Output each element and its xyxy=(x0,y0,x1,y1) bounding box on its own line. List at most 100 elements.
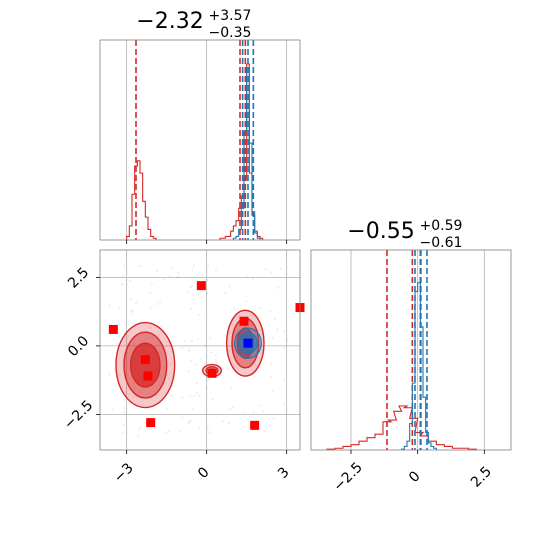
sample-point xyxy=(149,291,152,294)
sample-point xyxy=(207,264,210,267)
sample-point xyxy=(155,394,158,397)
sample-point xyxy=(138,428,141,431)
sample-point xyxy=(221,420,224,423)
prior-contour xyxy=(129,342,161,388)
sample-point xyxy=(283,346,286,349)
sample-point xyxy=(205,291,208,294)
sample-point xyxy=(163,278,166,281)
sample-marker xyxy=(108,324,118,334)
sample-point xyxy=(122,398,125,401)
sample-point xyxy=(270,375,273,378)
sample-point xyxy=(159,300,162,303)
sample-point xyxy=(178,429,181,432)
sample-point xyxy=(259,307,262,310)
sample-point xyxy=(231,406,234,409)
sample-point xyxy=(156,270,159,273)
sample-point xyxy=(232,323,235,326)
hist-series-step xyxy=(232,66,261,240)
truth-marker xyxy=(243,338,253,348)
sample-point xyxy=(139,426,142,429)
sample-point xyxy=(121,275,124,278)
sample-point xyxy=(204,344,207,347)
sample-point xyxy=(195,381,198,384)
sample-point xyxy=(187,370,190,373)
sample-point xyxy=(156,302,159,305)
sample-point xyxy=(237,314,240,317)
sample-point xyxy=(230,408,233,411)
sample-point xyxy=(272,417,275,420)
sample-point xyxy=(188,420,191,423)
sample-point xyxy=(122,431,125,434)
sample-point xyxy=(245,300,248,303)
sample-point xyxy=(168,377,171,380)
sample-point xyxy=(181,416,184,419)
sample-point xyxy=(170,395,173,398)
sample-point xyxy=(228,408,231,411)
sample-point xyxy=(277,286,280,289)
sample-point xyxy=(211,398,214,401)
sample-point xyxy=(279,267,282,270)
sample-marker xyxy=(146,418,156,428)
sample-point xyxy=(181,396,184,399)
panel-title-plus: +3.57 xyxy=(209,8,252,24)
panel-title-value: −2.32 xyxy=(136,9,203,34)
sample-point xyxy=(188,422,191,425)
sample-point xyxy=(264,268,267,271)
sample-point xyxy=(270,271,273,274)
scatter-panel: −3 0 3 2.5 0.0 −2.5 xyxy=(61,249,305,486)
sample-point xyxy=(227,422,230,425)
sample-point xyxy=(215,268,218,271)
sample-point xyxy=(190,284,193,287)
x-tick-label: −3 xyxy=(111,460,137,486)
sample-point xyxy=(130,298,133,301)
sample-point xyxy=(176,276,179,279)
sample-point xyxy=(137,435,140,438)
sample-point xyxy=(204,362,207,365)
sample-point xyxy=(197,338,200,341)
sample-point xyxy=(177,272,180,275)
panel-frame xyxy=(310,249,512,451)
sample-point xyxy=(210,351,213,354)
sample-point xyxy=(189,395,192,398)
sample-point xyxy=(228,285,231,288)
sample-point xyxy=(243,412,246,415)
sample-point xyxy=(164,431,167,434)
sample-point xyxy=(230,386,233,389)
sample-point xyxy=(251,277,254,280)
x-tick-label: 0 xyxy=(195,464,213,482)
sample-point xyxy=(190,339,193,342)
sample-point xyxy=(252,411,255,414)
sample-point xyxy=(188,347,191,350)
sample-point xyxy=(205,387,208,390)
sample-point xyxy=(169,274,172,277)
sample-point xyxy=(262,410,265,413)
sample-point xyxy=(199,358,202,361)
panel-title-minus: −0.61 xyxy=(420,235,463,251)
sample-point xyxy=(166,373,169,376)
hist-panel-param-1: −2.32 +3.57−0.35 xyxy=(99,8,301,244)
sample-point xyxy=(123,410,126,413)
sample-point xyxy=(228,349,231,352)
sample-point xyxy=(108,373,111,376)
sample-point xyxy=(259,404,262,407)
sample-point xyxy=(273,318,276,321)
sample-point xyxy=(167,430,170,433)
sample-point xyxy=(206,278,209,281)
sample-point xyxy=(118,307,121,310)
sample-point xyxy=(194,363,197,366)
panel-title-minus: −0.35 xyxy=(209,25,252,41)
sample-point xyxy=(227,367,230,370)
sample-point xyxy=(187,290,190,293)
sample-point xyxy=(245,275,248,278)
sample-marker xyxy=(143,371,153,381)
sample-point xyxy=(191,268,194,271)
sample-point xyxy=(128,393,131,396)
sample-point xyxy=(131,312,134,315)
sample-point xyxy=(197,426,200,429)
sample-point xyxy=(184,340,187,343)
hist-series-step xyxy=(326,405,477,450)
sample-point xyxy=(187,349,190,352)
sample-point xyxy=(131,310,134,313)
x-tick-label: −2.5 xyxy=(330,459,365,494)
sample-point xyxy=(206,426,209,429)
